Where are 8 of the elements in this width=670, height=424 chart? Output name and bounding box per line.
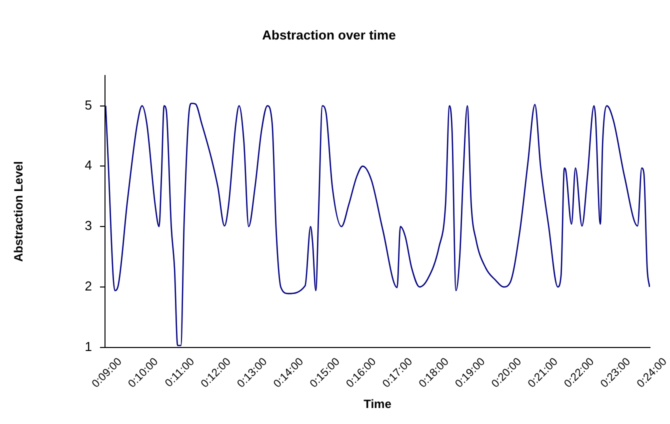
- chart-title: Abstraction over time: [262, 27, 396, 42]
- y-tick-label: 5: [84, 97, 92, 112]
- y-axis-title: Abstraction Level: [12, 161, 26, 262]
- y-tick-label: 3: [84, 218, 92, 234]
- y-tick-label: 2: [84, 278, 92, 294]
- x-axis-title: Time: [364, 397, 392, 412]
- y-tick-label: 1: [84, 338, 92, 354]
- y-tick-label: 4: [84, 158, 92, 173]
